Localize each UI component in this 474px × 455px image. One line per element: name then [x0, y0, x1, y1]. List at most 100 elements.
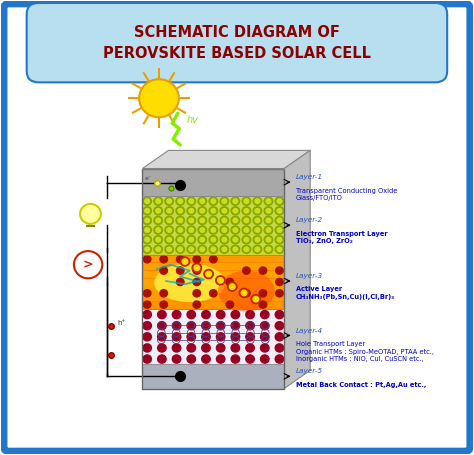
Bar [143, 271, 284, 278]
Circle shape [264, 236, 273, 244]
Circle shape [193, 301, 201, 308]
Text: Electron Transport Layer
TiO₂, ZnO, ZrO₂: Electron Transport Layer TiO₂, ZnO, ZrO₂ [296, 231, 388, 244]
Circle shape [209, 207, 218, 215]
Circle shape [154, 197, 163, 205]
Circle shape [145, 238, 149, 242]
Circle shape [176, 245, 184, 253]
Circle shape [276, 290, 283, 297]
Circle shape [255, 238, 260, 242]
Circle shape [266, 208, 271, 213]
Circle shape [231, 245, 240, 253]
Circle shape [244, 247, 249, 252]
Circle shape [220, 245, 228, 253]
Circle shape [156, 199, 161, 203]
Bar [143, 248, 284, 255]
Circle shape [189, 247, 193, 252]
Circle shape [173, 355, 181, 363]
Circle shape [178, 208, 182, 213]
Circle shape [189, 238, 193, 242]
Circle shape [275, 322, 284, 330]
Text: >: > [83, 258, 93, 271]
Circle shape [176, 216, 184, 224]
Circle shape [209, 216, 218, 224]
Circle shape [167, 238, 172, 242]
Circle shape [165, 207, 173, 215]
FancyBboxPatch shape [4, 4, 470, 451]
Circle shape [176, 197, 184, 205]
Circle shape [160, 256, 167, 263]
Circle shape [144, 290, 151, 297]
Circle shape [231, 322, 240, 330]
Bar [143, 196, 284, 255]
Circle shape [241, 290, 247, 296]
Circle shape [244, 199, 249, 203]
Circle shape [167, 228, 172, 233]
Circle shape [143, 310, 151, 318]
Circle shape [165, 236, 173, 244]
Circle shape [222, 228, 227, 233]
Circle shape [220, 226, 228, 234]
Circle shape [233, 228, 238, 233]
Circle shape [266, 238, 271, 242]
Circle shape [154, 245, 163, 253]
Circle shape [251, 295, 261, 303]
Circle shape [178, 247, 182, 252]
Circle shape [217, 344, 225, 352]
Circle shape [261, 344, 269, 352]
Text: Transparent Conducting Oxide
Glass/FTO/ITO: Transparent Conducting Oxide Glass/FTO/I… [296, 187, 397, 201]
Circle shape [261, 310, 269, 318]
Polygon shape [284, 151, 310, 389]
Circle shape [187, 207, 195, 215]
Circle shape [264, 197, 273, 205]
Bar [143, 255, 284, 263]
Circle shape [209, 197, 218, 205]
Circle shape [246, 310, 255, 318]
Circle shape [210, 256, 217, 263]
Circle shape [176, 226, 184, 234]
Circle shape [277, 208, 282, 213]
Circle shape [277, 238, 282, 242]
Circle shape [211, 199, 216, 203]
Circle shape [193, 256, 201, 263]
Circle shape [176, 278, 184, 286]
Ellipse shape [218, 271, 275, 311]
Circle shape [266, 228, 271, 233]
Circle shape [189, 218, 193, 222]
Circle shape [178, 238, 182, 242]
Circle shape [275, 344, 284, 352]
Circle shape [233, 218, 238, 222]
Circle shape [233, 247, 238, 252]
Circle shape [253, 245, 262, 253]
Circle shape [231, 333, 240, 341]
Circle shape [193, 267, 201, 274]
Circle shape [158, 344, 166, 352]
Circle shape [143, 333, 151, 341]
Circle shape [233, 238, 238, 242]
Circle shape [277, 199, 282, 203]
Circle shape [198, 226, 207, 234]
Circle shape [173, 322, 181, 330]
Circle shape [242, 216, 251, 224]
Circle shape [253, 236, 262, 244]
Circle shape [143, 207, 151, 215]
Circle shape [242, 226, 251, 234]
Circle shape [211, 218, 216, 222]
Circle shape [158, 310, 166, 318]
Circle shape [154, 226, 163, 234]
Circle shape [275, 245, 284, 253]
Circle shape [167, 199, 172, 203]
Circle shape [255, 208, 260, 213]
Circle shape [217, 322, 225, 330]
Circle shape [198, 236, 207, 244]
Circle shape [229, 284, 235, 289]
Circle shape [206, 271, 211, 277]
Circle shape [145, 199, 149, 203]
Text: Layer-3: Layer-3 [296, 273, 323, 279]
Circle shape [200, 228, 205, 233]
Circle shape [200, 199, 205, 203]
Circle shape [211, 228, 216, 233]
Circle shape [156, 247, 161, 252]
Circle shape [182, 259, 188, 264]
Bar [143, 309, 284, 364]
Circle shape [277, 228, 282, 233]
